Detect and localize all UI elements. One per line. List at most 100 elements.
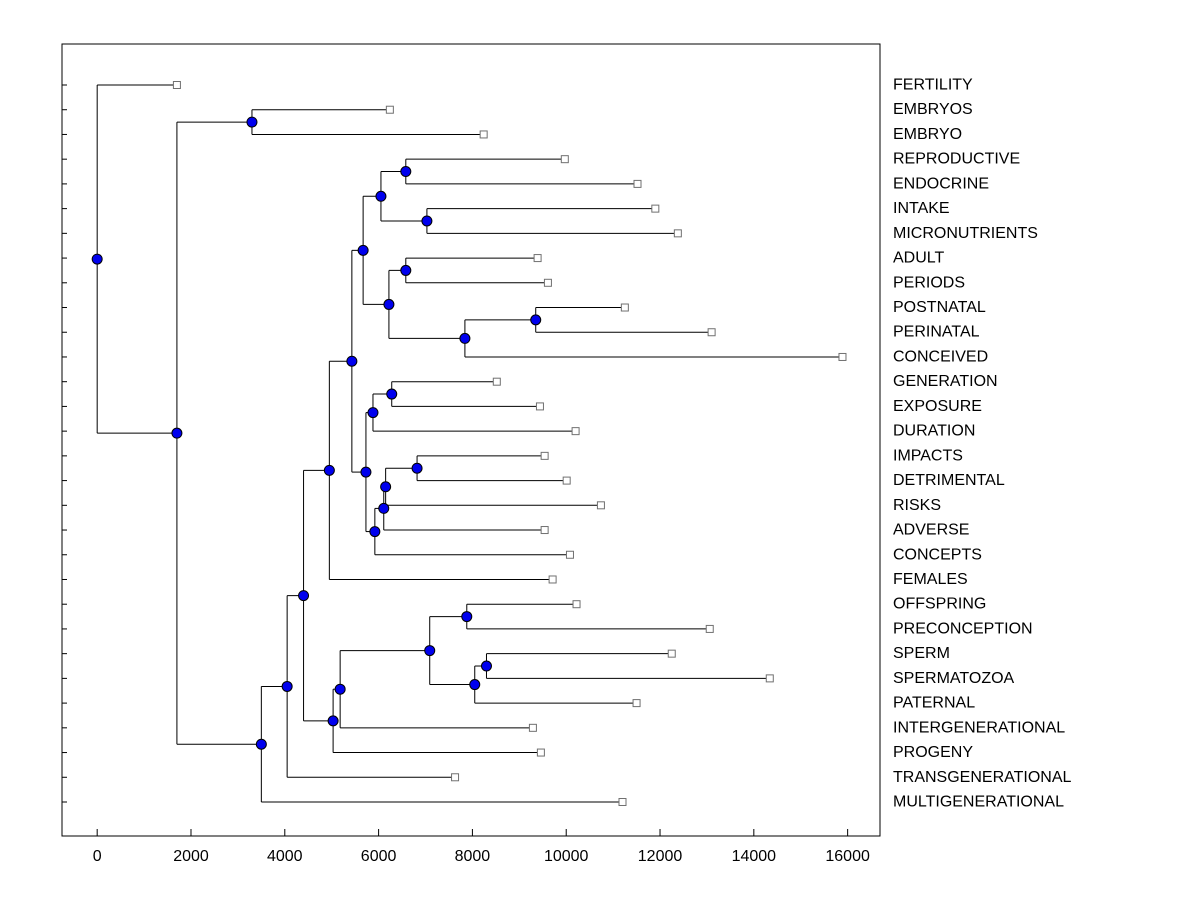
leaf-label: ADULT xyxy=(893,250,944,267)
leaf-marker xyxy=(560,155,569,164)
internal-node-marker xyxy=(424,645,436,657)
leaf-marker xyxy=(562,476,571,485)
leaf-label: FEMALES xyxy=(893,571,968,588)
internal-node-marker xyxy=(323,464,335,476)
internal-node-marker xyxy=(411,462,423,474)
leaf-marker xyxy=(172,81,181,89)
leaf-label: MICRONUTRIENTS xyxy=(893,225,1038,242)
leaf-label: TRANSGENERATIONAL xyxy=(893,769,1072,786)
leaf-marker xyxy=(565,550,574,559)
leaf-label: EXPOSURE xyxy=(893,398,982,415)
leaf-marker xyxy=(533,254,542,263)
leaf-label: PATERNAL xyxy=(893,695,975,712)
leaf-label: ADVERSE xyxy=(893,522,969,539)
leaf-marker xyxy=(451,773,460,782)
leaf-marker xyxy=(838,352,847,361)
leaf-label: POSTNATAL xyxy=(893,299,986,316)
x-axis-tick-label: 6000 xyxy=(361,848,397,865)
internal-node-marker xyxy=(386,388,398,400)
leaf-marker xyxy=(492,377,501,386)
leaf-marker xyxy=(528,723,537,732)
internal-node-marker xyxy=(400,264,412,276)
internal-node-marker xyxy=(400,166,412,178)
x-axis-tick-label: 12000 xyxy=(638,848,683,865)
internal-node-marker xyxy=(171,427,183,439)
leaf-marker xyxy=(535,402,544,411)
leaf-marker xyxy=(536,748,545,757)
leaf-label: RISKS xyxy=(893,497,941,514)
leaf-marker xyxy=(548,575,557,584)
leaf-marker xyxy=(707,328,716,337)
internal-node-marker xyxy=(367,407,379,419)
internal-node-marker xyxy=(378,502,390,514)
leaf-marker xyxy=(620,303,629,312)
leaf-label: CONCEPTS xyxy=(893,546,982,563)
leaf-label: MULTIGENERATIONAL xyxy=(893,794,1064,811)
leaf-label: IMPACTS xyxy=(893,447,963,464)
internal-node-marker xyxy=(298,590,310,602)
leaf-label: INTAKE xyxy=(893,200,950,217)
leaf-label: DURATION xyxy=(893,423,975,440)
internal-node-marker xyxy=(459,332,471,344)
leaf-marker xyxy=(571,427,580,436)
internal-node-marker xyxy=(334,683,346,695)
leaf-label: PERIODS xyxy=(893,274,965,291)
leaf-label: PROGENY xyxy=(893,744,973,761)
leaf-marker xyxy=(540,526,549,535)
leaf-label: ENDOCRINE xyxy=(893,175,989,192)
internal-node-marker xyxy=(383,298,395,310)
leaf-marker xyxy=(632,699,641,708)
x-axis-tick-label: 10000 xyxy=(544,848,589,865)
internal-node-marker xyxy=(346,355,358,367)
x-axis-tick-label: 0 xyxy=(93,848,102,865)
leaf-label: GENERATION xyxy=(893,373,998,390)
internal-node-marker xyxy=(380,481,392,493)
internal-node-marker xyxy=(327,715,339,727)
internal-node-marker xyxy=(255,738,267,750)
leaf-label: SPERM xyxy=(893,645,950,662)
leaf-marker xyxy=(540,451,549,460)
leaf-label: DETRIMENTAL xyxy=(893,472,1005,489)
x-axis-tick-label: 8000 xyxy=(455,848,491,865)
leaf-marker xyxy=(543,278,552,287)
internal-node-marker xyxy=(91,253,103,265)
plot-border xyxy=(61,43,881,837)
leaf-marker xyxy=(385,105,394,114)
internal-node-marker xyxy=(369,526,381,538)
internal-node-marker xyxy=(480,660,492,672)
leaf-label: PRECONCEPTION xyxy=(893,620,1033,637)
leaf-marker xyxy=(618,798,627,806)
x-axis-tick-label: 14000 xyxy=(732,848,777,865)
leaf-marker xyxy=(572,600,581,609)
leaf-label: EMBRYO xyxy=(893,126,962,143)
leaf-marker xyxy=(633,179,642,188)
internal-node-marker xyxy=(530,314,542,326)
internal-node-marker xyxy=(421,215,433,227)
internal-node-marker xyxy=(375,190,387,202)
leaf-marker xyxy=(765,674,774,683)
leaf-label: SPERMATOZOA xyxy=(893,670,1015,687)
leaf-marker xyxy=(479,130,488,139)
leaf-label: CONCEIVED xyxy=(893,348,988,365)
internal-node-marker xyxy=(360,466,372,478)
leaf-label: INTERGENERATIONAL xyxy=(893,719,1065,736)
leaf-label: FERTILITY xyxy=(893,77,973,94)
leaf-marker xyxy=(667,649,676,658)
leaf-label: PERINATAL xyxy=(893,324,980,341)
leaf-marker xyxy=(596,501,605,510)
x-axis-tick-label: 2000 xyxy=(173,848,209,865)
internal-node-marker xyxy=(281,680,293,692)
x-axis-tick-label: 4000 xyxy=(267,848,303,865)
x-axis-tick-label: 16000 xyxy=(825,848,870,865)
internal-node-marker xyxy=(246,116,258,128)
internal-node-marker xyxy=(461,611,473,623)
internal-node-marker xyxy=(469,679,481,691)
leaf-label: EMBRYOS xyxy=(893,101,973,118)
leaf-marker xyxy=(651,204,660,213)
leaf-marker xyxy=(705,624,714,633)
leaf-label: REPRODUCTIVE xyxy=(893,151,1020,168)
internal-node-marker xyxy=(357,244,369,256)
leaf-label: OFFSPRING xyxy=(893,596,986,613)
